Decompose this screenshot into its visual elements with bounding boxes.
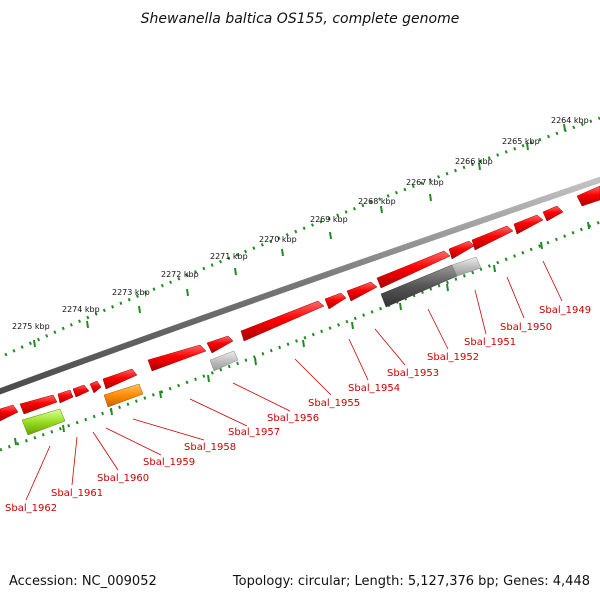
scale-major-tick (526, 142, 529, 151)
scale-label: 2268 kbp (358, 197, 396, 206)
scale-major-tick (587, 221, 590, 230)
scale-label: 2274 kbp (62, 305, 100, 314)
scale-label: 2265 kbp (502, 137, 540, 146)
gene-label[interactable]: Sbal_1950 (500, 322, 552, 333)
scale-major-tick (281, 248, 284, 257)
outer-scale-ticks (33, 123, 566, 348)
scale-label: 2273 kbp (112, 288, 150, 297)
gene-feature[interactable] (346, 281, 378, 302)
scale-major-tick (478, 162, 481, 171)
inner-scale-track (0, 220, 600, 452)
scale-major-tick (302, 339, 305, 348)
forward-strand-genes (0, 185, 600, 422)
scale-major-tick (234, 267, 237, 276)
scale-label: 2275 kbp (12, 322, 50, 331)
gene-label[interactable]: Sbal_1949 (539, 305, 591, 316)
gene-feature[interactable] (72, 384, 90, 398)
gene-feature[interactable] (102, 368, 138, 390)
gene-feature[interactable] (0, 404, 19, 422)
gene-feature-lime[interactable] (21, 408, 66, 436)
scale-major-tick (33, 339, 36, 348)
gene-label[interactable]: Sbal_1957 (228, 427, 280, 438)
scale-major-tick (254, 357, 257, 366)
scale-major-tick (138, 305, 141, 314)
map-title: Shewanella baltica OS155, complete genom… (141, 11, 460, 27)
scale-major-tick (159, 390, 162, 399)
scale-label: 2271 kbp (210, 252, 248, 261)
gene-feature[interactable] (513, 214, 544, 235)
scale-label: 2266 kbp (455, 157, 493, 166)
scale-major-tick (207, 374, 210, 383)
scale-major-tick (14, 437, 17, 446)
gene-feature[interactable] (576, 185, 600, 207)
scale-major-tick (399, 302, 402, 311)
gene-feature[interactable] (324, 292, 347, 310)
scale-major-tick (329, 231, 332, 240)
gene-label[interactable]: Sbal_1959 (143, 457, 195, 468)
gene-feature-gray[interactable] (380, 264, 458, 308)
gene-feature[interactable] (57, 389, 74, 404)
gene-feature[interactable] (542, 205, 564, 222)
gene-feature-orange[interactable] (103, 383, 144, 408)
genome-summary: Topology: circular; Length: 5,127,376 bp… (232, 574, 590, 589)
scale-label: 2272 kbp (161, 270, 199, 279)
outer-scale-track (4, 116, 600, 357)
gene-label[interactable]: Sbal_1952 (427, 352, 479, 363)
genome-backbone (0, 176, 600, 395)
scale-label: 2267 kbp (406, 178, 444, 187)
scale-labels: 2264 kbp 2265 kbp 2266 kbp 2267 kbp 2268 kbp… (12, 116, 589, 331)
gene-feature[interactable] (206, 335, 234, 354)
gene-label[interactable]: Sbal_1962 (5, 503, 57, 514)
gene-feature[interactable] (240, 300, 325, 342)
other-features (21, 256, 482, 436)
label-leaders (25, 260, 563, 501)
scale-label: 2270 kbp (259, 235, 297, 244)
scale-major-tick (493, 264, 496, 273)
gene-feature[interactable] (147, 344, 207, 372)
gene-feature[interactable] (448, 240, 475, 260)
gene-feature[interactable] (471, 225, 514, 251)
gene-label[interactable]: Sbal_1958 (184, 442, 236, 453)
scale-major-tick (380, 205, 383, 214)
scale-major-tick (110, 407, 113, 416)
scale-major-tick (62, 424, 65, 433)
gene-label[interactable]: Sbal_1954 (348, 383, 400, 394)
gene-label[interactable]: Sbal_1961 (51, 488, 103, 499)
gene-feature-gray[interactable] (451, 256, 482, 277)
scale-major-tick (540, 241, 543, 250)
accession-info: Accession: NC_009052 (9, 574, 157, 589)
gene-label[interactable]: Sbal_1955 (308, 398, 360, 409)
gene-feature[interactable] (19, 394, 58, 415)
gene-feature[interactable] (376, 250, 451, 289)
gene-feature-gray[interactable] (209, 350, 239, 372)
scale-major-tick (351, 321, 354, 330)
scale-major-tick (563, 123, 566, 132)
gene-label[interactable]: Sbal_1951 (464, 337, 516, 348)
gene-label[interactable]: Sbal_1960 (97, 473, 149, 484)
scale-major-tick (429, 193, 432, 202)
gene-label[interactable]: Sbal_1956 (267, 413, 319, 424)
scale-major-tick (86, 320, 89, 329)
scale-major-tick (186, 288, 189, 297)
inner-scale-ticks (14, 221, 590, 446)
scale-major-tick (446, 283, 449, 292)
scale-label: 2264 kbp (551, 116, 589, 125)
gene-label[interactable]: Sbal_1953 (387, 368, 439, 379)
gene-labels: Sbal_1949 Sbal_1950 Sbal_1951 Sbal_1952 Sbal… (5, 305, 591, 514)
gene-feature[interactable] (89, 380, 102, 394)
scale-label: 2269 kbp (310, 215, 348, 224)
